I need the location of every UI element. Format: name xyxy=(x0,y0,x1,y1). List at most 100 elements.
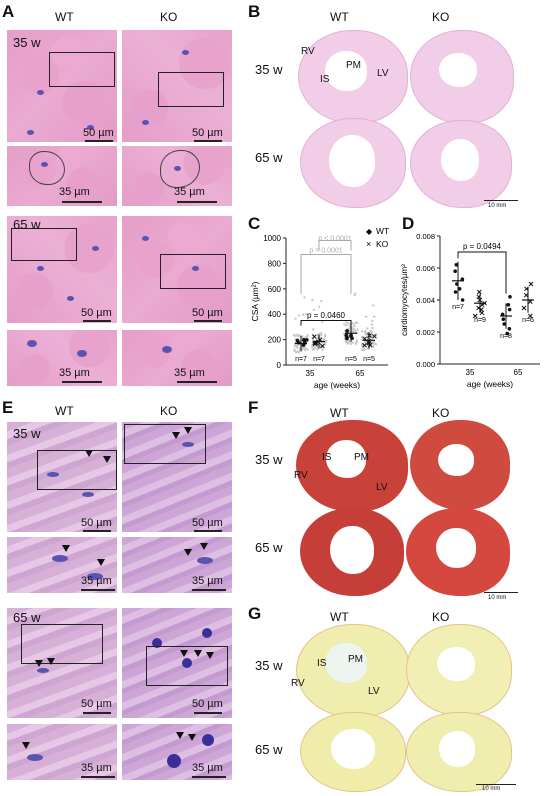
panel-a-label: A xyxy=(2,2,15,21)
panel-e-wt-header: WT xyxy=(55,404,74,418)
panel-f-ko-header: KO xyxy=(432,406,450,420)
panel-f-heart-35w-ko xyxy=(410,420,510,510)
scale-label: 35 µm xyxy=(174,367,205,379)
ko-point xyxy=(312,334,317,340)
bg-point xyxy=(349,342,353,346)
panel-g-scale-label: 10 mm xyxy=(482,786,501,792)
x-tick-label: 65 xyxy=(356,369,365,378)
panel-e-pas-35w-wt: 35 w 50 µm xyxy=(7,422,117,532)
label-lv: LV xyxy=(376,482,388,493)
bg-point xyxy=(372,315,376,318)
scale-label: 35 µm xyxy=(81,575,112,587)
bracket-p00001 xyxy=(318,240,352,251)
scale-label: 35 µm xyxy=(174,186,205,198)
bg-point xyxy=(353,325,356,328)
bg-point xyxy=(366,327,369,330)
panel-a-he-65w-wt: 65 w 50 µm xyxy=(7,216,117,323)
panel-g-wt-header: WT xyxy=(330,610,349,624)
y-tick-label: 0.000 xyxy=(416,360,435,369)
bg-point xyxy=(318,305,321,309)
wt-point xyxy=(506,303,511,307)
n-label: n=7 xyxy=(452,304,464,311)
panel-a-he-65w-ko: 50 µm xyxy=(122,216,232,323)
n-label: n=5 xyxy=(363,356,375,363)
x-axis-label: age (weeks) xyxy=(467,379,513,389)
wt-point xyxy=(453,269,457,273)
bg-point xyxy=(296,350,300,353)
wt-point xyxy=(500,312,505,317)
wt-point xyxy=(305,338,309,342)
y-tick-label: 800 xyxy=(268,259,282,268)
n-label: n=5 xyxy=(345,356,357,363)
label-pm: PM xyxy=(346,60,361,71)
panel-a-ko-header: KO xyxy=(160,10,178,24)
bg-point xyxy=(371,304,375,307)
bg-point xyxy=(320,332,323,335)
panel-g-row-label-65w: 65 w xyxy=(255,742,283,757)
n-label: n=6 xyxy=(522,317,534,324)
bracket-p0001 xyxy=(300,254,352,294)
n-label: n=7 xyxy=(295,356,307,363)
label-is: IS xyxy=(317,658,327,669)
wt-point xyxy=(460,277,465,281)
wt-point xyxy=(460,298,465,302)
panel-f-wt-header: WT xyxy=(330,406,349,420)
scale-label: 50 µm xyxy=(192,127,223,139)
panel-e-row-label-65w: 65 w xyxy=(13,610,41,625)
bg-point xyxy=(312,348,315,351)
scale-label: 35 µm xyxy=(59,186,90,198)
panel-e-ko-header: KO xyxy=(160,404,178,418)
panel-a-he-35w-ko-zoom: 35 µm xyxy=(122,146,232,206)
bg-point xyxy=(353,293,356,297)
panel-f-row-label-35w: 35 w xyxy=(255,452,283,467)
wt-point xyxy=(502,322,506,326)
bg-point xyxy=(371,319,374,323)
ko-point xyxy=(521,305,527,311)
ko-point xyxy=(372,333,377,339)
ko-point xyxy=(527,313,533,319)
panel-f-heart-35w-wt xyxy=(296,420,408,512)
bracket-p0460 xyxy=(300,320,352,326)
legend-marker-ko: × xyxy=(366,239,371,249)
bg-point xyxy=(351,322,354,325)
y-tick-label: 400 xyxy=(268,310,282,319)
bg-point xyxy=(369,329,372,332)
bg-point xyxy=(320,300,323,303)
panel-e-row-label-35w: 35 w xyxy=(13,426,41,441)
panel-f-scale-label: 10 mm xyxy=(488,595,507,601)
panel-a-wt-header: WT xyxy=(55,10,74,24)
bg-point xyxy=(311,298,314,302)
bg-point xyxy=(292,333,296,337)
bg-point xyxy=(354,342,357,346)
label-pm: PM xyxy=(348,654,363,665)
annotation-p0494: p = 0.0494 xyxy=(463,242,502,251)
scale-label: 35 µm xyxy=(81,762,112,774)
bg-point xyxy=(364,315,368,318)
bg-point xyxy=(352,330,355,333)
panel-f-row-label-65w: 65 w xyxy=(255,540,283,555)
bg-point xyxy=(305,312,308,316)
ko-point xyxy=(479,310,485,316)
scale-label: 50 µm xyxy=(192,307,223,319)
bg-point xyxy=(360,330,364,333)
bg-point xyxy=(371,326,374,330)
panel-b-wt-header: WT xyxy=(330,10,349,24)
panel-e-pas-65w-ko: 50 µm xyxy=(122,608,232,718)
n-label: n=8 xyxy=(500,333,512,340)
panel-b-row-label-65w: 65 w xyxy=(255,150,283,165)
legend-label-ko: KO xyxy=(376,239,389,249)
x-tick-label: 35 xyxy=(306,369,315,378)
bg-point xyxy=(296,344,299,348)
scale-label: 50 µm xyxy=(83,127,114,139)
panel-b-row-label-35w: 35 w xyxy=(255,62,283,77)
bg-point xyxy=(372,341,375,344)
scale-label: 35 µm xyxy=(192,762,223,774)
panel-g-heart-65w-ko xyxy=(406,712,512,792)
wt-point xyxy=(454,263,459,267)
bg-point xyxy=(373,342,377,346)
wt-point xyxy=(296,340,301,345)
legend-marker-wt: ◆ xyxy=(366,227,373,236)
zoom-box xyxy=(158,72,224,107)
bg-point xyxy=(371,345,375,348)
n-label: n=9 xyxy=(474,317,486,324)
